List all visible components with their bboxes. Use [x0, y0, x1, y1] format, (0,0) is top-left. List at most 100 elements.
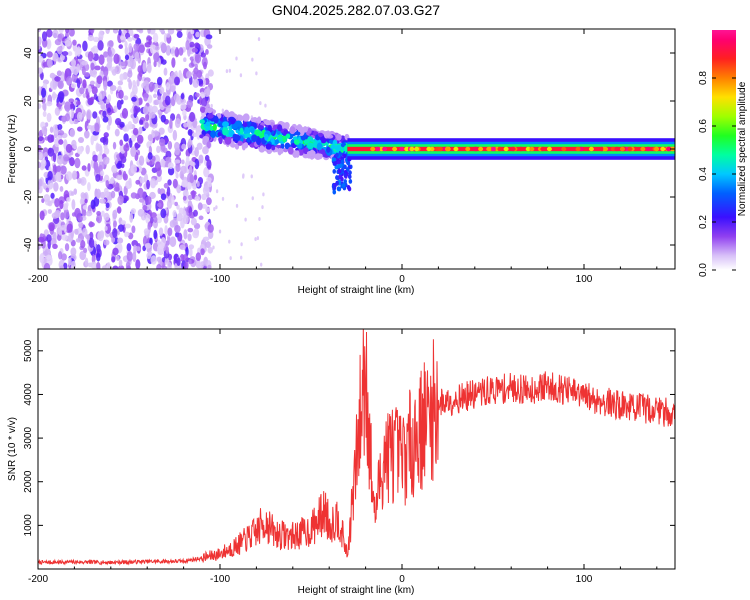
- heatmap-cell: [215, 205, 218, 210]
- heatmap-cell: [135, 259, 141, 269]
- heatmap-cell: [254, 237, 257, 242]
- heatmap-cell: [74, 207, 81, 219]
- heatmap-cell: [264, 119, 271, 126]
- heatmap-cell: [196, 142, 203, 150]
- heatmap-cell: [183, 229, 188, 240]
- heatmap-cell: [42, 110, 47, 118]
- heatmap-cell: [80, 192, 86, 199]
- heatmap-cell: [153, 93, 157, 99]
- carrier-peak: [453, 146, 459, 152]
- heatmap-cell: [207, 113, 214, 119]
- heatmap-cell: [38, 36, 42, 46]
- heatmap-cell: [160, 158, 166, 168]
- heatmap-cell: [127, 77, 131, 83]
- heatmap-cell: [118, 259, 123, 267]
- heatmap-cell: [242, 113, 250, 122]
- heatmap-cell: [185, 155, 190, 166]
- heatmap-cell: [346, 184, 351, 190]
- heatmap-cell: [103, 212, 110, 221]
- heatmap-cell: [156, 256, 162, 263]
- heatmap-cell: [144, 122, 149, 129]
- heatmap-cell: [147, 152, 153, 160]
- heatmap-cell: [116, 255, 120, 262]
- heatmap-cell: [132, 149, 136, 156]
- heatmap-cell: [239, 127, 244, 135]
- heatmap-cell: [58, 251, 63, 260]
- heatmap-cell: [165, 150, 172, 159]
- heatmap-cell: [132, 79, 137, 88]
- heatmap-cell: [137, 208, 145, 217]
- heatmap-cell: [85, 210, 93, 217]
- heatmap-cell: [221, 127, 229, 136]
- heatmap-cell: [261, 205, 264, 210]
- heatmap-cell: [203, 166, 210, 178]
- heatmap-cell: [186, 99, 193, 109]
- heatmap-cell: [126, 265, 132, 269]
- carrier-peak: [561, 146, 567, 152]
- heatmap-cell: [156, 76, 163, 86]
- heatmap-cell: [174, 117, 181, 129]
- heatmap-cell: [99, 230, 105, 239]
- heatmap-cell: [124, 223, 132, 229]
- heatmap-cell: [343, 179, 348, 184]
- heatmap-cell: [167, 162, 174, 169]
- heatmap-cell: [95, 188, 101, 199]
- heatmap-cell: [189, 41, 195, 48]
- heatmap-cell: [160, 114, 167, 123]
- heatmap-cell: [88, 237, 95, 249]
- heatmap-cell: [160, 42, 167, 51]
- heatmap-cell: [104, 226, 108, 231]
- heatmap-cell: [92, 69, 97, 78]
- heatmap-cell: [194, 54, 202, 64]
- heatmap-cell: [41, 87, 47, 98]
- colorbar-tick-label: 0.2: [698, 215, 709, 229]
- heatmap-cell: [136, 79, 140, 87]
- heatmap-cell: [258, 217, 261, 222]
- heatmap-cell: [218, 136, 223, 145]
- heatmap-cell: [43, 262, 51, 269]
- heatmap-cell: [97, 40, 104, 51]
- heatmap-cell: [45, 254, 52, 260]
- heatmap-cell: [61, 115, 68, 123]
- heatmap-cell: [212, 123, 217, 131]
- heatmap-cell: [178, 47, 184, 56]
- heatmap-cell: [112, 141, 117, 150]
- colorbar-label: Normalized spectral amplitude: [737, 81, 748, 216]
- heatmap-cell: [274, 139, 280, 145]
- heatmap-cell: [262, 192, 265, 197]
- heatmap-cell: [52, 91, 57, 101]
- carrier-peak: [426, 146, 432, 152]
- heatmap-cell: [251, 196, 254, 201]
- heatmap-cell: [146, 179, 151, 190]
- heatmap-cell: [217, 131, 222, 137]
- heatmap-cell: [156, 216, 162, 224]
- heatmap-cell: [139, 70, 143, 77]
- heatmap-cell: [159, 86, 165, 95]
- heatmap-cell: [178, 70, 182, 81]
- heatmap-cell: [98, 92, 103, 102]
- heatmap-cell: [71, 58, 77, 67]
- heatmap-cell: [62, 154, 69, 162]
- heatmap-cell: [79, 87, 85, 95]
- heatmap-cell: [111, 256, 116, 263]
- heatmap-cell: [46, 51, 53, 58]
- heatmap-cell: [96, 261, 101, 269]
- carrier-peak: [437, 146, 443, 152]
- carrier-peak: [540, 146, 546, 152]
- heatmap-cell: [99, 198, 106, 204]
- heatmap-cell: [83, 72, 90, 77]
- heatmap-cell: [189, 247, 193, 257]
- heatmap-cell: [235, 203, 239, 208]
- carrier-peak: [472, 146, 478, 152]
- heatmap-cell: [46, 112, 52, 123]
- heatmap-cell: [58, 29, 64, 34]
- carrier-peak: [444, 146, 450, 152]
- x-tick-label: -200: [28, 274, 48, 285]
- heatmap-cell: [87, 51, 94, 62]
- heatmap-cell: [56, 154, 64, 165]
- heatmap-cell: [103, 132, 109, 138]
- carrier-peak: [660, 146, 666, 152]
- heatmap-cell: [61, 234, 68, 241]
- heatmap-cell: [177, 232, 183, 242]
- heatmap-cell: [165, 156, 172, 163]
